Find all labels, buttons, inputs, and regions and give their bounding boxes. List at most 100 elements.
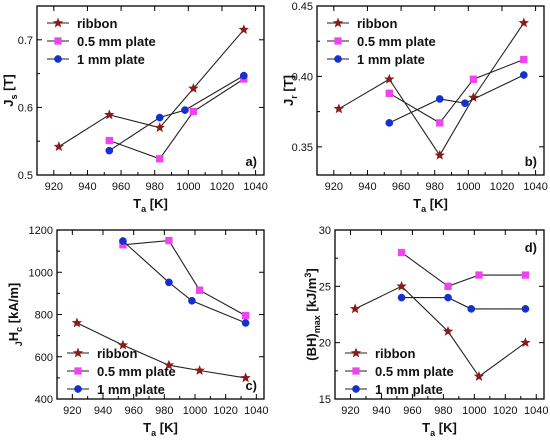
y-axis-label-unit: [kJ/m bbox=[304, 278, 319, 316]
x-tick-label: 920 bbox=[325, 181, 343, 193]
data-point bbox=[468, 92, 479, 102]
legend-marker bbox=[334, 37, 342, 45]
legend-marker bbox=[350, 347, 362, 358]
x-tick-label: 1040 bbox=[244, 405, 268, 417]
x-axis-label-sub: a bbox=[151, 428, 157, 438]
legend-marker bbox=[54, 55, 62, 63]
y-axis-label-sub: max bbox=[312, 315, 322, 333]
data-point bbox=[475, 271, 483, 279]
data-point bbox=[181, 106, 189, 114]
series-line bbox=[401, 252, 526, 287]
series-ribbon bbox=[349, 280, 531, 381]
legend-marker bbox=[352, 385, 360, 393]
series-line bbox=[389, 58, 525, 124]
data-point bbox=[188, 83, 199, 93]
legend: ribbon 0.5 mm plate 1 mm plate bbox=[345, 346, 454, 397]
y-tick-label: 800 bbox=[35, 310, 53, 322]
data-point bbox=[154, 122, 165, 133]
data-point bbox=[520, 337, 531, 348]
x-axis-label: Ta [K] bbox=[422, 420, 457, 438]
legend: ribbon 0.5 mm plate 1 mm plate bbox=[67, 346, 176, 397]
x-tick-label: 1040 bbox=[523, 181, 547, 193]
y-axis-label: Jr [T] bbox=[281, 75, 299, 106]
y-tick-label: 0.45 bbox=[292, 1, 313, 13]
legend-label: ribbon bbox=[77, 16, 117, 31]
y-tick-label: 400 bbox=[35, 394, 53, 406]
series-line bbox=[109, 78, 245, 160]
x-tick-label: 1020 bbox=[213, 405, 237, 417]
y-axis-label-main: J bbox=[281, 99, 296, 106]
data-point bbox=[436, 119, 444, 127]
data-point bbox=[521, 271, 530, 279]
data-point bbox=[434, 149, 445, 160]
series-0-5-mm-plate bbox=[397, 248, 530, 290]
y-axis-label-presub: J bbox=[14, 341, 24, 346]
series-1-mm-plate bbox=[385, 71, 528, 127]
legend: ribbon 0.5 mm plate 1 mm plate bbox=[327, 16, 436, 67]
y-axis-label-main: H bbox=[6, 332, 21, 341]
x-axis-label: Ta [K] bbox=[133, 196, 168, 214]
x-axis-label-main: T bbox=[133, 196, 141, 211]
x-tick-label: 940 bbox=[78, 181, 96, 193]
x-tick-label: 980 bbox=[426, 181, 444, 193]
y-axis-label-main: J bbox=[1, 100, 16, 107]
data-point bbox=[195, 286, 204, 294]
y-tick-label: 30 bbox=[319, 225, 331, 237]
data-point bbox=[461, 99, 469, 108]
series-1-mm-plate bbox=[397, 293, 530, 313]
x-tick-label: 960 bbox=[403, 405, 421, 417]
series-line bbox=[108, 75, 245, 152]
x-tick-label: 1020 bbox=[210, 181, 234, 193]
series-line bbox=[122, 240, 246, 324]
x-axis-label-sub: a bbox=[421, 204, 427, 214]
data-point bbox=[473, 371, 485, 381]
x-axis-label: Ta [K] bbox=[143, 420, 178, 438]
legend-label: 0.5 mm plate bbox=[357, 34, 436, 49]
data-point bbox=[467, 305, 476, 313]
data-point bbox=[188, 296, 196, 305]
y-axis-label-sup: 3 bbox=[303, 273, 313, 278]
x-tick-label: 920 bbox=[63, 405, 81, 417]
legend-marker bbox=[52, 17, 64, 28]
y-axis-label-sub: r bbox=[289, 95, 299, 99]
data-point bbox=[333, 103, 345, 114]
panel-label: d) bbox=[525, 240, 537, 255]
y-tick-label: 0.7 bbox=[18, 35, 33, 47]
y-tick-label: 0.5 bbox=[18, 170, 33, 182]
legend-marker bbox=[334, 55, 342, 63]
data-point bbox=[165, 236, 173, 245]
legend-label: 0.5 mm plate bbox=[77, 34, 156, 49]
x-tick-label: 920 bbox=[45, 181, 63, 193]
series-line bbox=[122, 240, 246, 317]
x-axis-label-unit: [K] bbox=[426, 196, 448, 211]
data-point bbox=[519, 71, 528, 79]
panel-label: a) bbox=[245, 154, 257, 169]
plot-frame bbox=[36, 5, 265, 176]
legend-label: ribbon bbox=[97, 346, 137, 361]
y-tick-label: 1200 bbox=[29, 225, 53, 237]
data-point bbox=[194, 365, 205, 375]
y-axis-label: JHc [kA/m] bbox=[6, 283, 24, 346]
x-axis-label-unit: [K] bbox=[156, 420, 178, 435]
data-point bbox=[238, 24, 249, 35]
x-axis-label-main: T bbox=[422, 420, 430, 435]
legend-marker bbox=[332, 17, 344, 28]
data-point bbox=[189, 107, 198, 116]
y-tick-label: 20 bbox=[319, 338, 331, 350]
data-point bbox=[397, 248, 406, 257]
data-point bbox=[442, 325, 454, 336]
data-point bbox=[105, 136, 113, 145]
y-axis-label-unit: [kA/m] bbox=[6, 283, 21, 327]
data-point bbox=[241, 311, 250, 320]
legend-marker bbox=[74, 367, 82, 375]
series-0-5-mm-plate bbox=[119, 236, 250, 320]
legend-marker bbox=[352, 367, 360, 375]
chart-panel-1: 920 940 960 980 1000 1020 1040 0.5 0.6 0.7 Ta [K] J… bbox=[1, 5, 268, 214]
data-point bbox=[469, 75, 478, 83]
y-axis-label-close: ] bbox=[304, 268, 319, 272]
y-tick-label: 25 bbox=[319, 281, 331, 293]
legend-label: 0.5 mm plate bbox=[375, 364, 454, 379]
series-line bbox=[401, 297, 526, 310]
x-axis-label-sub: a bbox=[430, 428, 436, 438]
